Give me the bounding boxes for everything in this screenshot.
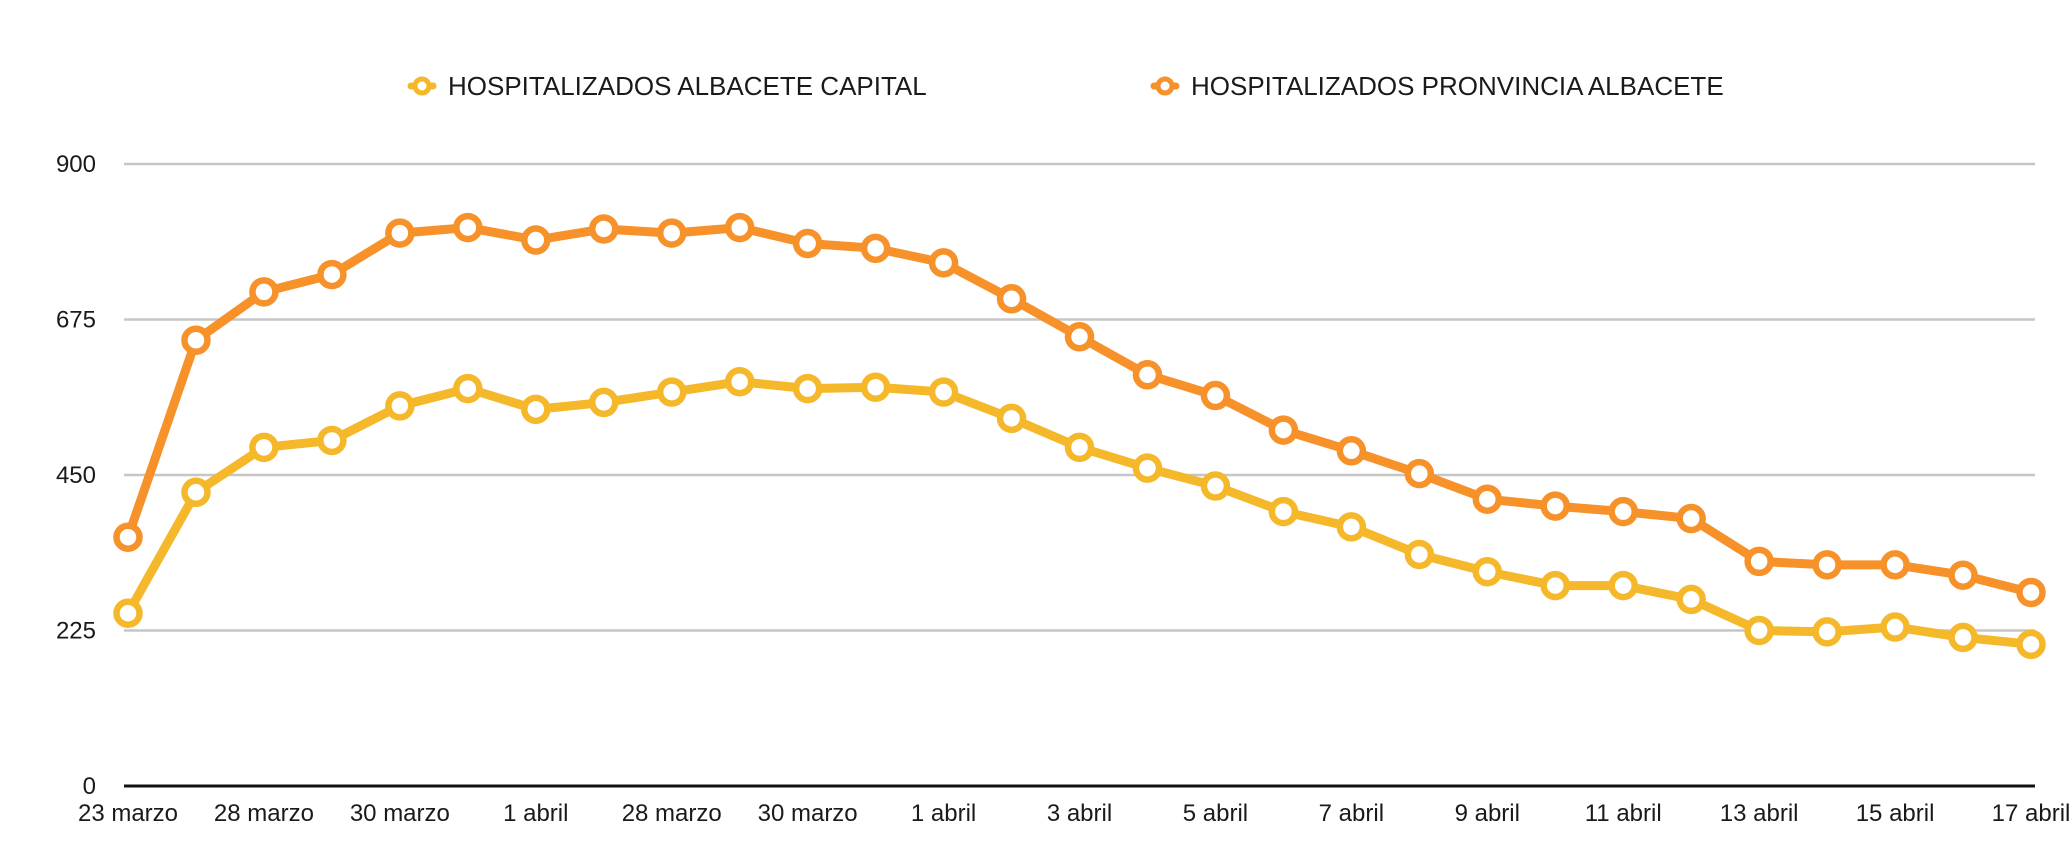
y-tick-label: 0 (83, 773, 96, 800)
data-point (1336, 436, 1367, 466)
data-point (860, 233, 891, 264)
legend-item: HOSPITALIZADOS PRONVINCIA ALBACETE (1150, 71, 1724, 101)
series-line (123, 377, 2036, 649)
x-tick-label: 5 abril (1183, 800, 1248, 827)
legend-marker-icon (412, 76, 432, 96)
data-point (1336, 512, 1367, 542)
data-point (656, 218, 687, 248)
data-point (1404, 539, 1435, 570)
x-tick-label: 30 marzo (350, 800, 450, 827)
data-point (2016, 629, 2046, 660)
data-point (1132, 360, 1163, 390)
data-point (928, 248, 959, 278)
data-point (1676, 584, 1706, 615)
data-point (1948, 560, 1978, 590)
y-gridlines (124, 162, 2035, 632)
legend-marker-icon (1155, 76, 1175, 96)
x-tick-label: 1 abril (503, 800, 568, 827)
x-tick-label: 7 abril (1319, 800, 1384, 827)
data-point (113, 522, 143, 552)
data-point (317, 259, 347, 290)
x-tick-label: 9 abril (1455, 800, 1520, 827)
data-point (385, 391, 415, 421)
data-point (521, 225, 551, 255)
chart-series (113, 212, 2046, 660)
data-point (1540, 570, 1570, 601)
x-tick-label: 3 abril (1047, 800, 1112, 827)
y-tick-label: 675 (56, 307, 96, 334)
x-tick-label: 28 marzo (214, 800, 314, 827)
data-point (1268, 415, 1299, 445)
data-point (724, 212, 755, 243)
data-point (1608, 570, 1638, 601)
series-1 (113, 366, 2046, 660)
data-point (317, 425, 347, 456)
data-point (860, 372, 891, 402)
data-point (996, 403, 1027, 434)
x-tick-label: 13 abril (1720, 800, 1799, 827)
data-point (589, 214, 619, 244)
series-2 (113, 212, 2046, 608)
data-point (1812, 550, 1842, 580)
data-point (1744, 546, 1774, 577)
y-tick-label: 225 (56, 618, 96, 645)
data-point (1200, 380, 1231, 411)
data-point (1676, 503, 1706, 534)
data-point (1064, 322, 1095, 352)
legend-label: HOSPITALIZADOS ALBACETE CAPITAL (448, 71, 927, 101)
data-point (1064, 432, 1095, 463)
data-point (928, 377, 959, 407)
data-point (1404, 458, 1435, 489)
data-point (1948, 622, 1978, 653)
data-point (453, 373, 483, 404)
data-point (2016, 577, 2046, 608)
data-point (656, 377, 687, 407)
chart-legend: HOSPITALIZADOS ALBACETE CAPITAL HOSPITALI… (407, 71, 1724, 101)
x-tick-label: 11 abril (1585, 800, 1662, 827)
data-point (589, 387, 619, 418)
data-point (249, 432, 279, 463)
data-point (1880, 612, 1910, 642)
data-point (249, 277, 279, 307)
data-point (1744, 615, 1774, 646)
data-point (1472, 557, 1503, 587)
y-tick-label: 900 (56, 151, 96, 178)
x-axis: 23 marzo 28 marzo 30 marzo 1 abril 28 marzo 3… (78, 784, 2071, 827)
data-point (181, 477, 211, 508)
x-tick-label: 1 abril (911, 800, 976, 827)
data-point (1472, 484, 1503, 514)
data-point (792, 373, 823, 404)
legend-label: HOSPITALIZADOS PRONVINCIA ALBACETE (1191, 71, 1724, 101)
x-tick-label: 15 abril (1856, 800, 1935, 827)
y-tick-label: 450 (56, 462, 96, 489)
data-point (1268, 496, 1299, 527)
data-point (1880, 550, 1910, 580)
data-point (1608, 496, 1638, 527)
data-point (996, 284, 1027, 314)
data-point (453, 212, 483, 243)
data-point (1540, 491, 1570, 521)
x-tick-label: 30 marzo (758, 800, 858, 827)
data-point (792, 228, 823, 259)
x-tick-label: 23 marzo (78, 800, 178, 827)
y-axis-tick-labels: 0 225 450 675 900 (56, 151, 96, 800)
x-tick-label: 17 abril (1992, 800, 2071, 827)
legend-item: HOSPITALIZADOS ALBACETE CAPITAL (407, 71, 927, 101)
data-point (385, 218, 415, 248)
x-tick-label: 28 marzo (622, 800, 722, 827)
data-point (1200, 471, 1231, 501)
data-point (1132, 453, 1163, 483)
data-point (113, 598, 143, 628)
data-point (724, 366, 755, 397)
data-point (1812, 617, 1842, 647)
data-point (181, 325, 211, 355)
data-point (521, 394, 551, 425)
